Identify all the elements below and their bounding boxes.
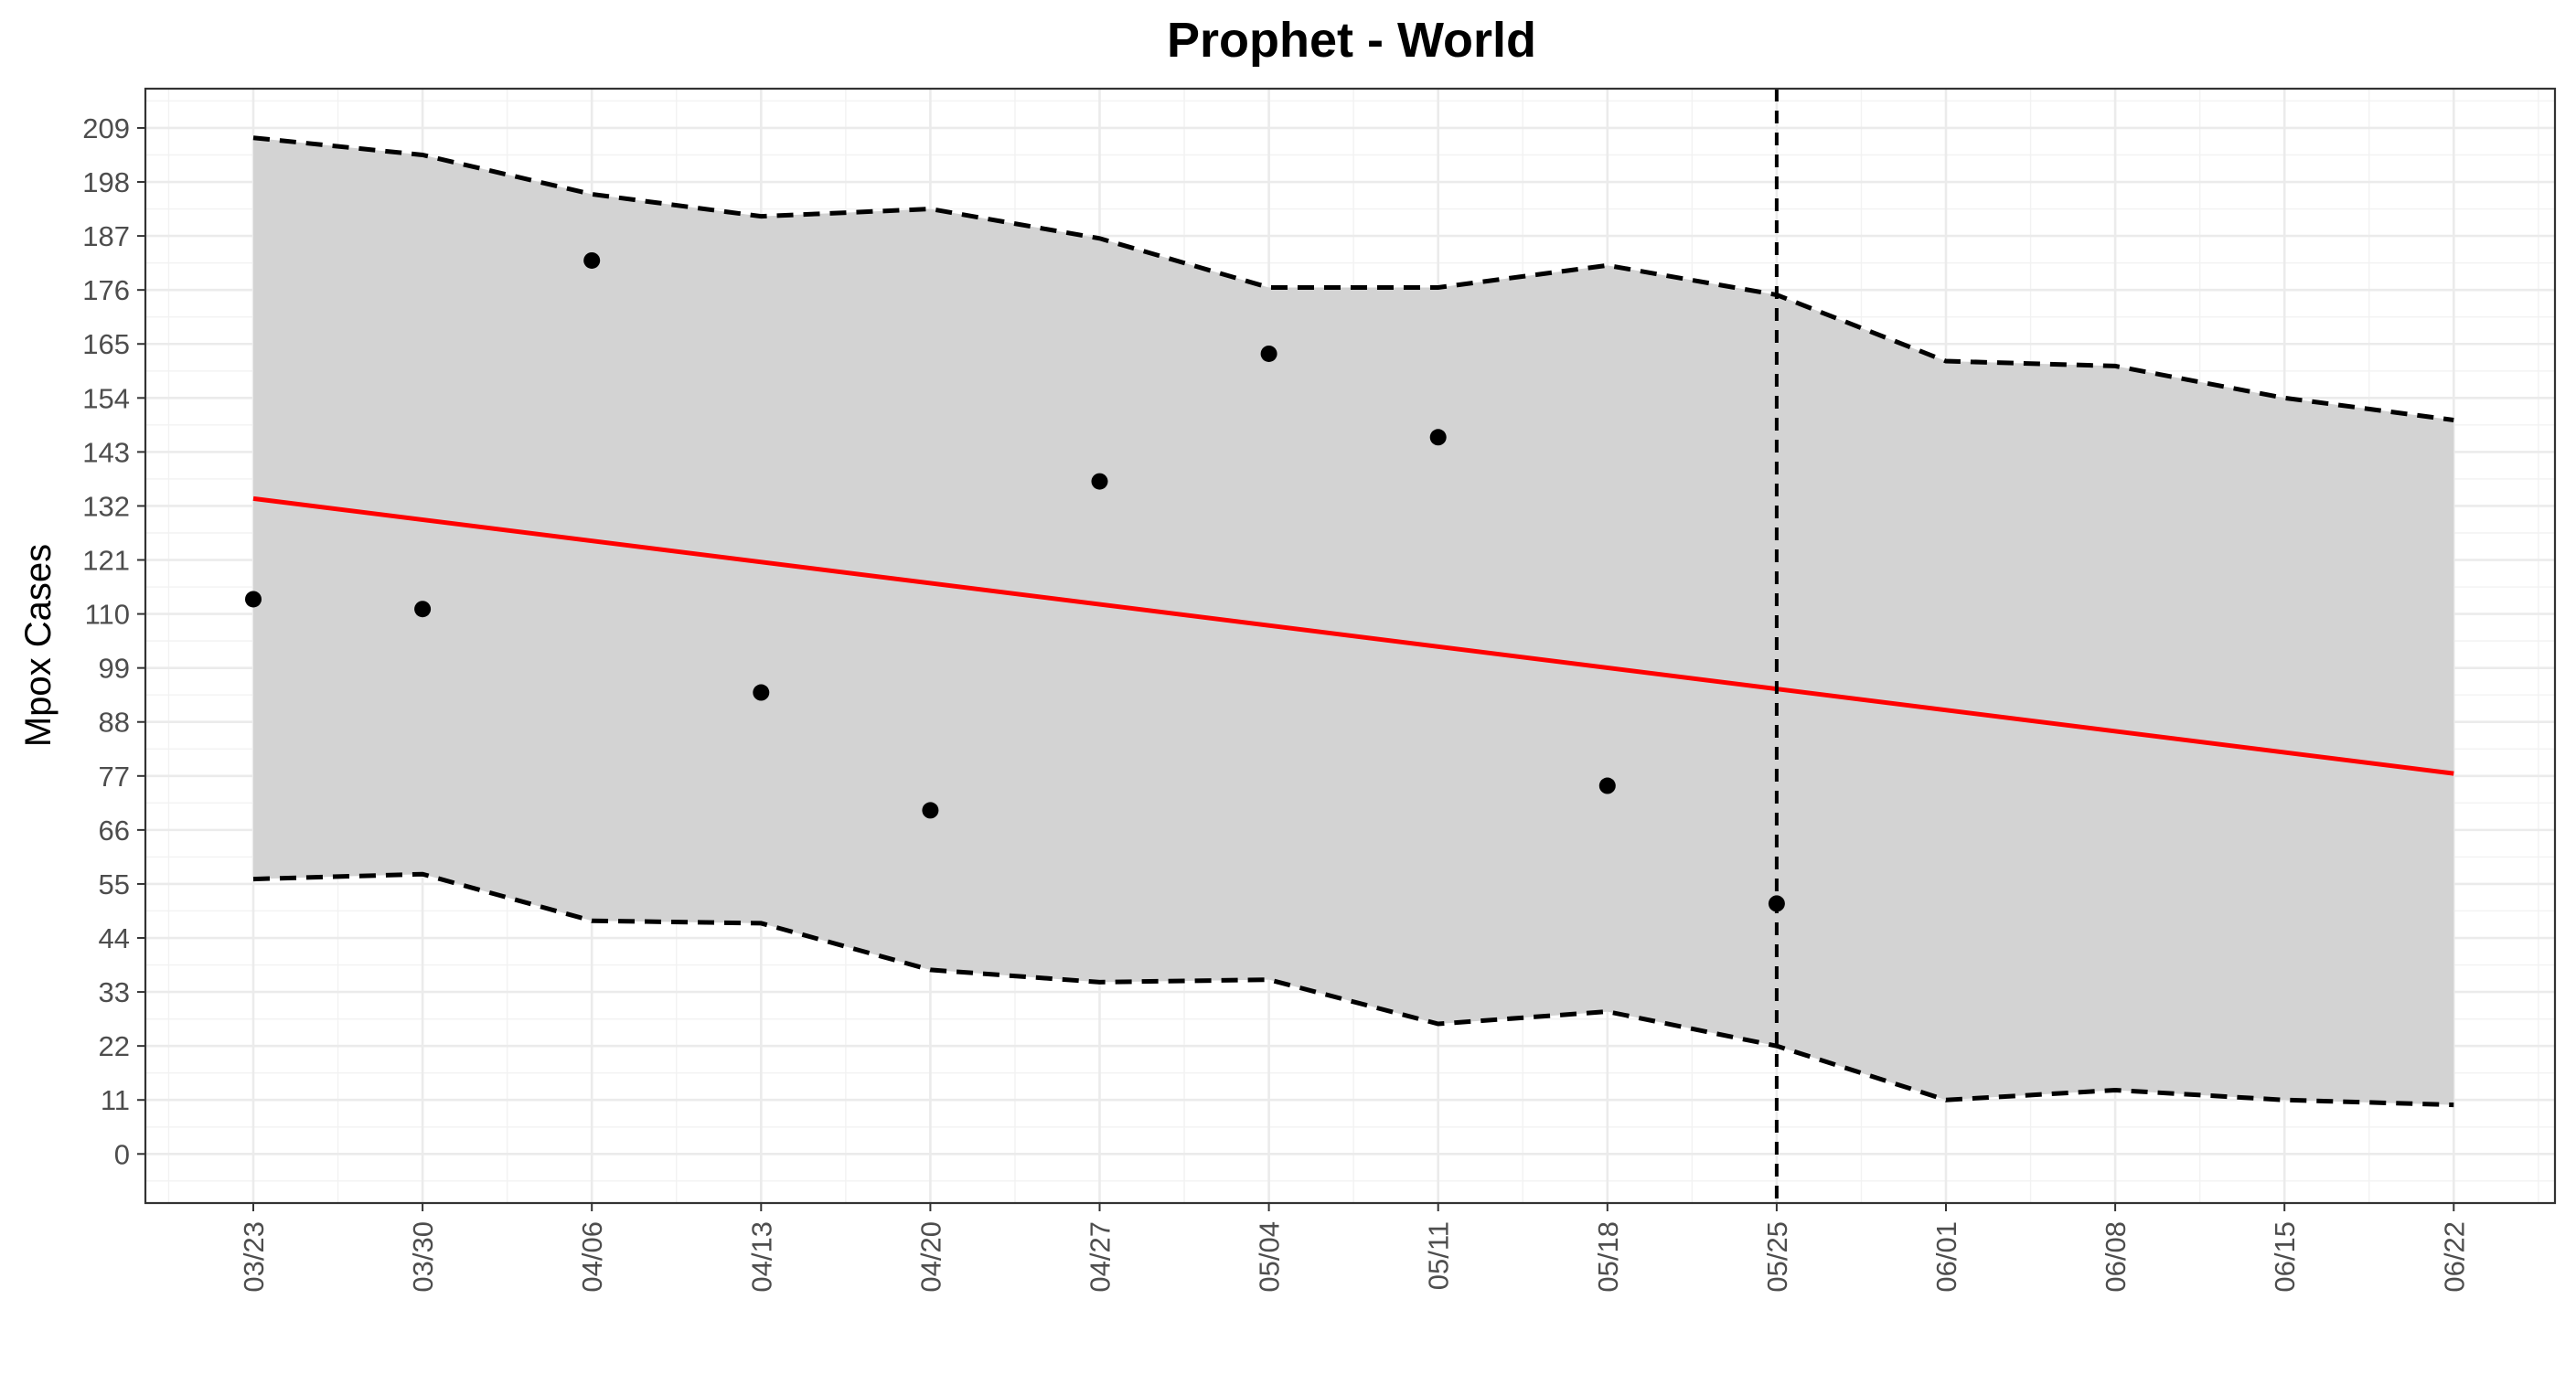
data-point bbox=[922, 802, 939, 819]
x-tick-label: 03/23 bbox=[238, 1221, 270, 1293]
y-tick-label: 187 bbox=[82, 220, 130, 252]
x-tick-label: 05/18 bbox=[1592, 1221, 1624, 1293]
data-point bbox=[245, 591, 262, 608]
y-axis: 0 11 22 33 44 55 66 77 88 99 110 121 132 143 154 165 176… bbox=[82, 112, 145, 1170]
y-tick-label: 66 bbox=[99, 815, 130, 847]
data-point bbox=[1768, 895, 1785, 912]
y-tick-label: 121 bbox=[82, 545, 130, 577]
y-tick-label: 22 bbox=[99, 1030, 130, 1062]
x-tick-label: 05/25 bbox=[1761, 1221, 1793, 1293]
data-point bbox=[1091, 473, 1108, 490]
x-tick-label: 06/22 bbox=[2438, 1221, 2470, 1293]
y-tick-label: 88 bbox=[99, 707, 130, 739]
data-point bbox=[1260, 345, 1277, 362]
y-axis-title: Mpox Cases bbox=[18, 544, 59, 747]
x-tick-label: 05/04 bbox=[1254, 1221, 1286, 1293]
chart-title: Prophet - World bbox=[1167, 13, 1536, 68]
y-tick-label: 44 bbox=[99, 922, 130, 954]
x-axis: 03/23 03/30 04/06 04/13 04/20 04/27 05/04 05/11… bbox=[238, 1203, 2470, 1293]
data-point bbox=[1598, 777, 1616, 794]
x-tick-label: 04/13 bbox=[745, 1221, 777, 1293]
prediction-interval bbox=[253, 137, 2454, 1105]
trend-lines bbox=[252, 495, 2454, 776]
y-tick-label: 0 bbox=[114, 1138, 130, 1170]
y-tick-label: 110 bbox=[85, 599, 130, 631]
y-tick-label: 77 bbox=[99, 761, 130, 793]
y-tick-label: 132 bbox=[82, 490, 130, 522]
interval-band bbox=[253, 137, 2454, 1105]
data-point bbox=[1429, 429, 1447, 446]
y-tick-label: 99 bbox=[99, 653, 130, 685]
interval-bounds bbox=[252, 135, 2454, 1108]
data-point bbox=[414, 601, 432, 618]
y-tick-label: 33 bbox=[99, 976, 130, 1008]
y-tick-label: 11 bbox=[101, 1084, 130, 1116]
x-tick-label: 06/01 bbox=[1930, 1221, 1962, 1293]
observed-points bbox=[245, 251, 1785, 912]
data-point bbox=[583, 251, 601, 269]
y-tick-label: 198 bbox=[82, 166, 130, 198]
x-tick-label: 04/06 bbox=[576, 1221, 608, 1293]
x-tick-label: 04/20 bbox=[914, 1221, 946, 1293]
plot-panel bbox=[144, 87, 2557, 1205]
y-tick-label: 143 bbox=[82, 436, 130, 468]
y-tick-label: 165 bbox=[82, 328, 130, 360]
x-tick-label: 04/27 bbox=[1085, 1221, 1117, 1293]
x-tick-label: 03/30 bbox=[407, 1221, 439, 1293]
x-tick-label: 06/15 bbox=[2269, 1221, 2301, 1293]
lower-bound-line bbox=[252, 871, 2454, 1108]
y-tick-label: 55 bbox=[99, 868, 130, 900]
y-tick-label: 176 bbox=[82, 274, 130, 306]
trend-line bbox=[252, 495, 2454, 776]
x-tick-label: 06/08 bbox=[2100, 1221, 2132, 1293]
data-point bbox=[753, 684, 770, 701]
x-tick-label: 05/11 bbox=[1423, 1221, 1455, 1290]
y-tick-label: 154 bbox=[82, 382, 130, 414]
upper-bound-line bbox=[252, 135, 2454, 422]
y-tick-label: 209 bbox=[82, 112, 130, 144]
